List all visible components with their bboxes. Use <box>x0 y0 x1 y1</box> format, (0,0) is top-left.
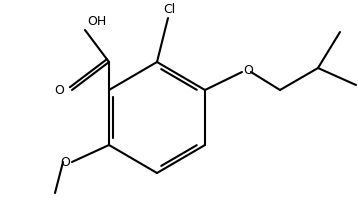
Text: Cl: Cl <box>163 3 175 16</box>
Text: O: O <box>243 64 253 77</box>
Text: OH: OH <box>87 15 106 28</box>
Text: O: O <box>60 157 70 169</box>
Text: O: O <box>54 83 64 97</box>
